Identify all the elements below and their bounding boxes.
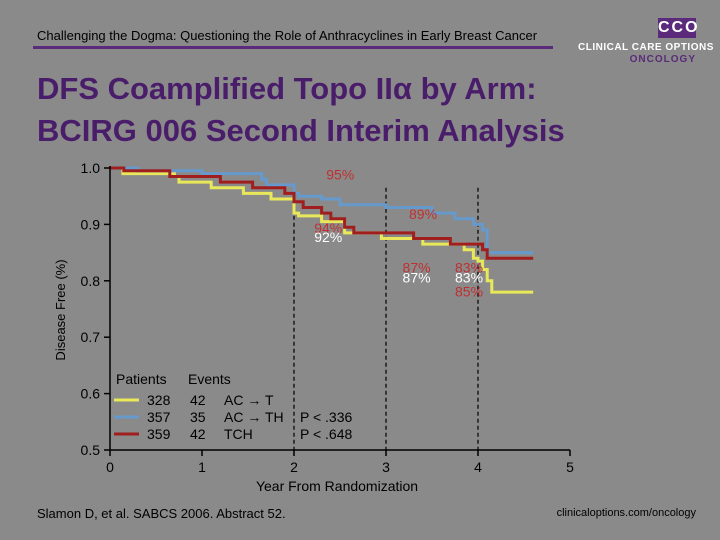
km-curve-0 [110,166,534,294]
legend-events: 35 [190,409,206,425]
x-tick-label: 2 [290,459,298,475]
y-tick-label: 1.0 [81,160,101,176]
legend-arm: TCH [224,426,253,442]
legend-p-value: P < .648 [300,426,353,442]
km-curve-2 [110,166,534,260]
x-tick-label: 4 [474,459,482,475]
percent-annotation: 85% [455,284,483,300]
source-link[interactable]: clinicaloptions.com/oncology [556,507,696,519]
legend-header-events: Events [188,371,231,387]
citation: Slamon D, et al. SABCS 2006. Abstract 52… [37,506,286,521]
percent-annotation: 89% [409,206,437,222]
x-tick-label: 1 [198,459,206,475]
percent-annotation: 83% [455,259,483,275]
annotations: 95%89%94%92%87%87%83%83%85% [314,166,483,299]
cco-logo: CCO CLINICAL CARE OPTIONS ONCOLOGY [578,18,713,66]
percent-annotation: 92% [314,229,342,245]
legend-arm: AC → T [224,392,274,408]
presentation-header: Challenging the Dogma: Questioning the R… [37,28,538,43]
percent-annotation: 87% [403,259,431,275]
x-tick-label: 3 [382,459,390,475]
axes: 0.5 0.6 0.7 0.8 0.9 1.0 0 1 2 3 4 5 Year From Random… [53,160,574,494]
y-tick-label: 0.7 [81,329,101,345]
legend-p-value: P < .336 [300,409,353,425]
percent-annotation: 83% [455,269,483,285]
slide-title-line1: DFS Coamplified Topo IIα by Arm: [37,71,537,106]
slide-title: DFS Coamplified Topo IIα by Arm: BCIRG 0… [37,68,697,152]
cco-logo-subtitle: ONCOLOGY [629,54,696,65]
cco-logo-mark: CCO [658,18,700,38]
x-tick-label: 5 [566,459,574,475]
slide-title-line2: BCIRG 006 Second Interim Analysis [37,113,565,148]
percent-annotation: 94% [314,220,342,236]
legend-patients: 328 [147,392,171,408]
percent-annotation: 87% [403,269,431,285]
legend-arm: AC → TH [224,409,284,425]
header-divider [33,46,553,49]
y-axis-label: Disease Free (%) [53,259,68,360]
y-tick-label: 0.8 [81,273,101,289]
legend-patients: 359 [147,426,171,442]
y-tick-label: 0.9 [81,216,101,232]
y-tick-label: 0.5 [81,442,101,458]
legend-events: 42 [190,426,206,442]
legend-events: 42 [190,392,206,408]
y-tick-label: 0.6 [81,386,101,402]
x-axis-label: Year From Randomization [256,478,418,494]
legend: Patients Events 328 42 AC → T 357 35 AC → TH P <… [114,371,353,442]
cco-logo-name: CLINICAL CARE OPTIONS [578,42,714,53]
percent-annotation: 95% [326,166,354,182]
x-tick-label: 0 [106,459,114,475]
km-curves [110,166,534,294]
legend-header-patients: Patients [116,371,167,387]
km-curve-1 [110,166,534,255]
legend-patients: 357 [147,409,171,425]
